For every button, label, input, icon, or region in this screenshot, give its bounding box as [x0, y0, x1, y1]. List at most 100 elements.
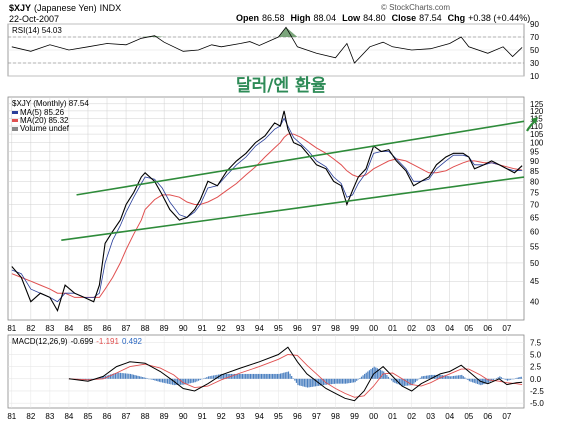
macd-histogram-bar [459, 375, 461, 379]
macd-histogram-bar [264, 373, 266, 379]
macd-histogram-bar [135, 375, 138, 379]
macd-histogram-bar [403, 378, 405, 386]
rsi-tick-label: 90 [530, 20, 539, 29]
macd-histogram-bar [392, 378, 394, 383]
macd-histogram-bar [113, 373, 115, 379]
x-tick-label: 00 [369, 412, 378, 421]
macd-frame [7, 334, 525, 409]
x-tick-label: 88 [141, 324, 150, 333]
macd-histogram-bar [126, 373, 128, 379]
x-tick-label: 87 [122, 412, 131, 421]
macd-histogram-bar [132, 374, 135, 379]
macd-histogram-bar [395, 378, 397, 384]
macd-histogram-bar [306, 378, 309, 388]
macd-histogram-bar [464, 377, 466, 379]
macd-histogram-bar [289, 373, 291, 379]
macd-histogram-bar [270, 373, 272, 379]
macd-histogram-bar [221, 373, 223, 379]
price-tick-label: 60 [530, 227, 539, 236]
forecast-arrowhead [531, 117, 538, 124]
macd-histogram-bar [440, 374, 442, 379]
macd-histogram-bar [506, 378, 509, 381]
macd-histogram-bar [146, 378, 148, 379]
price-axis: 4045505560657075808590951001051101151201… [530, 100, 544, 307]
rsi-overbought-fill [141, 27, 298, 37]
x-tick-label: 89 [160, 412, 169, 421]
macd-histogram-bar [145, 377, 147, 379]
macd-histogram-bar [128, 373, 130, 379]
legend-volume: Volume undef [20, 124, 70, 133]
volume-swatch [12, 127, 18, 131]
x-tick-label: 01 [388, 324, 397, 333]
macd-histogram-bar [287, 371, 290, 379]
macd-histogram-bar [462, 376, 464, 379]
macd-histogram-bar [154, 378, 156, 381]
annotation-text: 달러/엔 환율 [236, 75, 327, 96]
macd-histogram-bar [322, 378, 325, 386]
macd-histogram-bar [357, 378, 359, 380]
macd-histogram-bar [414, 378, 417, 383]
macd-histogram-bar [330, 378, 332, 385]
macd-histogram-bar [389, 378, 391, 380]
x-tick-label: 82 [26, 412, 35, 421]
macd-histogram-bar [194, 378, 196, 383]
macd-histogram-bar [137, 375, 139, 379]
macd-histogram-bar [508, 378, 510, 381]
macd-histogram-bar [444, 375, 447, 379]
macd-histogram-bar [216, 374, 218, 379]
macd-panel: -5.0 -2.5 0.0 2.5 5.0 7.5 MACD(12,26,9) -0.699… [7, 334, 544, 409]
macd-histogram-bar [373, 366, 375, 379]
price-tick-label: 45 [530, 277, 539, 286]
macd-histogram-bar [416, 378, 418, 381]
x-tick-label: 06 [483, 324, 492, 333]
macd-histogram-bar [284, 372, 286, 379]
macd-histogram-bar [329, 378, 331, 385]
macd-histogram-bar [343, 378, 345, 384]
macd-histogram-bar [143, 377, 145, 379]
macd-histogram-bar [360, 376, 363, 379]
x-tick-label: 96 [293, 412, 302, 421]
x-tick-label: 01 [388, 412, 397, 421]
macd-histogram-bar [362, 375, 364, 379]
rsi-tick-label: 10 [530, 72, 539, 81]
macd-histogram-bar [476, 378, 479, 385]
macd-histogram-bar [207, 376, 210, 379]
macd-histogram-bar [197, 378, 200, 381]
x-tick-label: 83 [45, 324, 54, 333]
macd-value: -0.699 [71, 337, 94, 346]
x-tick-label: 85 [84, 324, 93, 333]
macd-histogram-bar [517, 377, 520, 379]
x-tick-label: 98 [331, 412, 340, 421]
macd-histogram-bar [240, 373, 242, 379]
macd-histogram-bar [461, 374, 463, 379]
macd-histogram-bar [149, 378, 151, 380]
macd-histogram-bar [299, 378, 301, 386]
macd-histogram-bar [446, 375, 448, 379]
x-tick-label: 07 [502, 324, 511, 333]
macd-histogram-bar [100, 377, 102, 379]
macd-histogram-bar [152, 378, 154, 381]
macd-histogram-bar [199, 378, 201, 381]
macd-histogram [68, 366, 522, 388]
macd-histogram-bar [202, 378, 205, 380]
x-tick-label: 98 [331, 324, 340, 333]
ohlc-line: Open 86.58 High 88.04 Low 84.80 Close 87.54 Chg +… [236, 13, 530, 23]
macd-histogram-bar [365, 372, 367, 379]
rsi-label: RSI(14) 54.03 [12, 26, 62, 35]
macd-histogram-bar [241, 373, 244, 379]
macd-histogram-bar [367, 371, 369, 379]
macd-histogram-bar [387, 376, 390, 379]
macd-histogram-bar [520, 376, 522, 379]
price-tick-label: 85 [530, 167, 539, 176]
macd-histogram-bar [499, 376, 501, 379]
x-tick-label: 00 [369, 324, 378, 333]
macd-histogram-bar [435, 374, 437, 379]
macd-histogram-bar [333, 378, 336, 384]
price-tick-label: 70 [530, 201, 539, 210]
x-tick-label: 07 [502, 412, 511, 421]
macd-histogram-bar [316, 378, 318, 387]
macd-histogram-bar [292, 378, 294, 379]
macd-histogram-bar [430, 374, 432, 379]
x-tick-label: 92 [217, 412, 226, 421]
price-tick-label: 65 [530, 213, 539, 222]
